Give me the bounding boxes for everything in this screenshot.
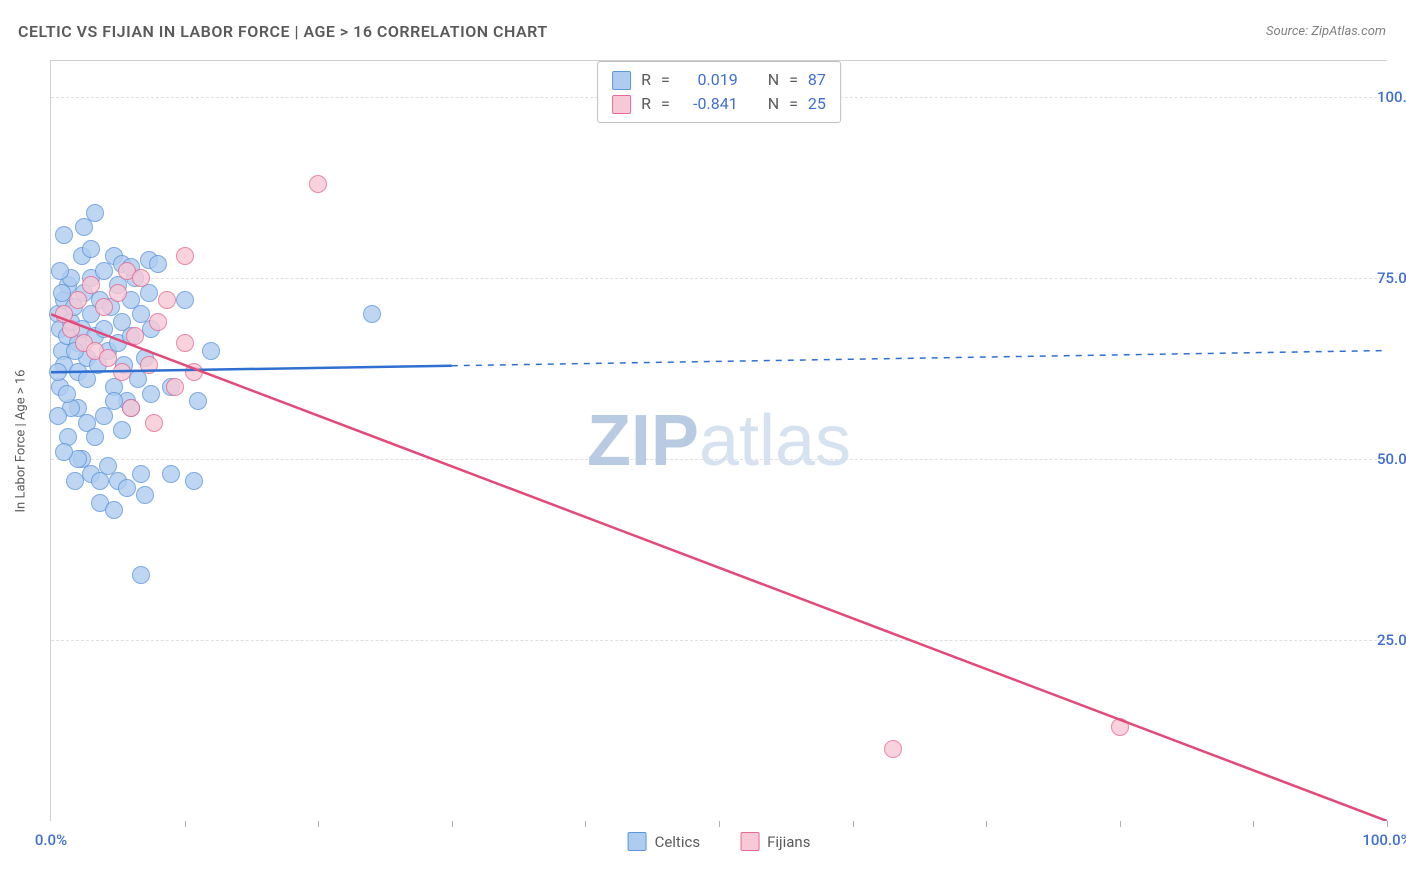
scatter-point: [55, 443, 73, 461]
scatter-point: [95, 298, 113, 316]
y-tick-label: 75.0%: [1377, 269, 1406, 287]
stat-eq-0a: =: [661, 68, 670, 92]
stat-r-label-0: R: [641, 68, 651, 92]
stat-r-label-1: R: [641, 92, 651, 116]
stats-box: R = 0.019 N = 87 R = -0.841 N = 25: [597, 61, 841, 123]
scatter-point: [95, 320, 113, 338]
watermark-light: atlas: [699, 401, 851, 481]
y-axis-title: In Labor Force | Age > 16: [14, 370, 29, 513]
scatter-point: [140, 356, 158, 374]
scatter-point: [86, 204, 104, 222]
scatter-point: [132, 566, 150, 584]
stat-r-value-0: 0.019: [680, 68, 738, 92]
x-axis-min-label: 0.0%: [35, 831, 67, 849]
scatter-point: [105, 501, 123, 519]
stat-r-value-1: -0.841: [680, 92, 738, 116]
stat-eq-0b: =: [789, 68, 798, 92]
scatter-point: [82, 276, 100, 294]
trend-lines-svg: [51, 61, 1387, 821]
swatch-fijians: [612, 95, 631, 114]
stat-n-label-0: N: [768, 68, 779, 92]
scatter-point: [109, 284, 127, 302]
y-tick-label: 25.0%: [1377, 631, 1406, 649]
scatter-point: [55, 226, 73, 244]
watermark-bold: ZIP: [587, 401, 699, 481]
scatter-point: [86, 428, 104, 446]
scatter-point: [78, 370, 96, 388]
legend-label-fijians: Fijians: [767, 833, 810, 851]
stats-row-0: R = 0.019 N = 87: [612, 68, 826, 92]
scatter-point: [162, 465, 180, 483]
scatter-point: [185, 363, 203, 381]
scatter-point: [49, 363, 67, 381]
scatter-point: [189, 392, 207, 410]
x-tick: [1120, 821, 1121, 827]
x-tick: [1387, 821, 1388, 827]
source-label: Source: ZipAtlas.com: [1266, 24, 1386, 39]
legend-label-celtics: Celtics: [655, 833, 701, 851]
x-tick: [318, 821, 319, 827]
scatter-point: [82, 240, 100, 258]
x-tick: [853, 821, 854, 827]
y-tick-label: 50.0%: [1377, 450, 1406, 468]
scatter-point: [884, 740, 902, 758]
scatter-point: [105, 392, 123, 410]
scatter-point: [202, 342, 220, 360]
scatter-point: [118, 479, 136, 497]
x-tick: [185, 821, 186, 827]
scatter-point: [309, 175, 327, 193]
scatter-point: [132, 269, 150, 287]
watermark: ZIPatlas: [587, 400, 851, 482]
scatter-point: [1111, 718, 1129, 736]
scatter-point: [99, 349, 117, 367]
gridline: [51, 459, 1387, 460]
x-tick: [1253, 821, 1254, 827]
swatch-celtics: [612, 71, 631, 90]
scatter-point: [113, 363, 131, 381]
x-tick: [986, 821, 987, 827]
y-tick-label: 100.0%: [1377, 88, 1406, 106]
scatter-point: [363, 305, 381, 323]
legend-item-fijians: Fijians: [740, 832, 810, 851]
scatter-point: [185, 472, 203, 490]
scatter-point: [142, 385, 160, 403]
scatter-point: [122, 399, 140, 417]
scatter-point: [58, 385, 76, 403]
legend-swatch-celtics: [628, 832, 647, 851]
x-tick: [452, 821, 453, 827]
legend-swatch-fijians: [740, 832, 759, 851]
scatter-point: [49, 407, 67, 425]
scatter-point: [166, 378, 184, 396]
stat-eq-1a: =: [661, 92, 670, 116]
scatter-point: [66, 472, 84, 490]
scatter-point: [149, 313, 167, 331]
scatter-point: [132, 465, 150, 483]
scatter-point: [62, 320, 80, 338]
scatter-point: [176, 247, 194, 265]
scatter-point: [176, 334, 194, 352]
chart-title: CELTIC VS FIJIAN IN LABOR FORCE | AGE > …: [18, 22, 548, 41]
scatter-point: [136, 486, 154, 504]
scatter-point: [69, 291, 87, 309]
scatter-point: [51, 262, 69, 280]
gridline: [51, 278, 1387, 279]
stat-eq-1b: =: [789, 92, 798, 116]
stats-row-1: R = -0.841 N = 25: [612, 92, 826, 116]
scatter-point: [158, 291, 176, 309]
gridline: [51, 640, 1387, 641]
scatter-point: [176, 291, 194, 309]
scatter-point: [126, 327, 144, 345]
x-tick: [719, 821, 720, 827]
scatter-point: [113, 421, 131, 439]
stat-n-label-1: N: [768, 92, 779, 116]
scatter-point: [145, 414, 163, 432]
legend: Celtics Fijians: [628, 832, 811, 851]
x-axis-max-label: 100.0%: [1362, 831, 1406, 849]
stat-n-value-1: 25: [808, 92, 826, 116]
stat-n-value-0: 87: [808, 68, 826, 92]
legend-item-celtics: Celtics: [628, 832, 701, 851]
chart-plot-area: ZIPatlas In Labor Force | Age > 16 R = 0…: [50, 60, 1387, 821]
scatter-point: [149, 255, 167, 273]
x-tick: [585, 821, 586, 827]
